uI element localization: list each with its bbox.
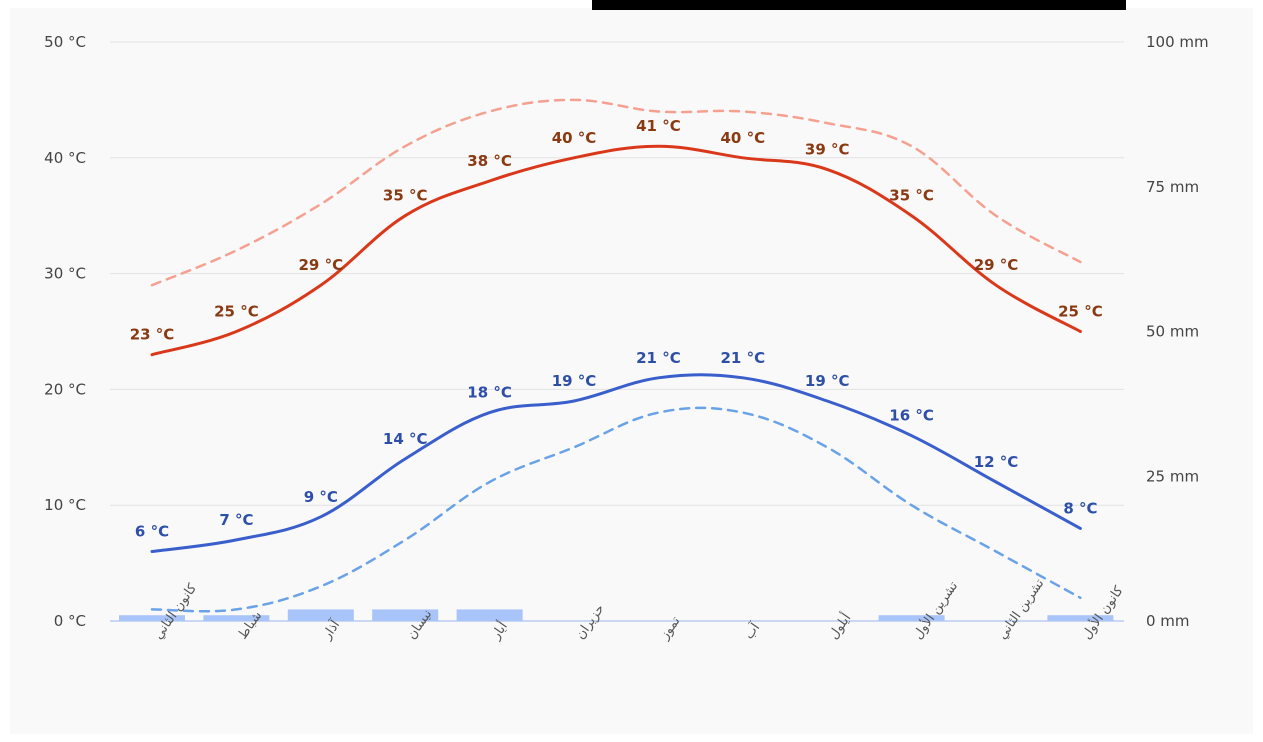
max-temp-label: 29 °C bbox=[974, 256, 1019, 274]
max-temp-label: 25 °C bbox=[1058, 303, 1103, 321]
precipitation-bar bbox=[203, 615, 270, 621]
precipitation-bar bbox=[878, 615, 945, 621]
left-tick-label: 20 °C bbox=[44, 380, 86, 398]
min-temp-label: 18 °C bbox=[467, 384, 512, 402]
min-temp-label: 16 °C bbox=[889, 407, 934, 425]
min-temp-label: 12 °C bbox=[974, 453, 1019, 471]
min-temp-label: 6 °C bbox=[135, 523, 169, 541]
right-axis-precipitation: 0 mm 25 mm 50 mm 75 mm 100 mm bbox=[1146, 33, 1209, 630]
month-label: آب bbox=[740, 618, 764, 642]
max-temp-label: 40 °C bbox=[552, 129, 597, 147]
precipitation-bar bbox=[1047, 615, 1114, 621]
precipitation-bar bbox=[456, 609, 523, 621]
left-tick-label: 50 °C bbox=[44, 33, 86, 51]
header-bar bbox=[592, 0, 1126, 8]
max-temp-label: 41 °C bbox=[636, 117, 681, 135]
month-label: أيلول bbox=[825, 610, 855, 642]
left-tick-label: 30 °C bbox=[44, 265, 86, 283]
left-tick-label: 10 °C bbox=[44, 496, 86, 514]
month-label: تشرين الأول bbox=[909, 578, 961, 643]
max-temp-label: 25 °C bbox=[214, 303, 259, 321]
month-label: كانون الأول bbox=[1078, 582, 1127, 642]
temperature-lines bbox=[150, 98, 1082, 613]
min-temp-label: 9 °C bbox=[304, 488, 338, 506]
month-label: شباط bbox=[235, 608, 265, 642]
data-labels: 23 °C 25 °C 29 °C 35 °C 38 °C 40 °C 41 °C 40 °C… bbox=[130, 117, 1103, 540]
left-tick-label: 0 °C bbox=[54, 612, 86, 630]
right-tick-label: 100 mm bbox=[1146, 33, 1209, 51]
chart-panel bbox=[10, 8, 1253, 734]
precipitation-bar bbox=[372, 609, 439, 621]
month-label: تموز bbox=[657, 614, 684, 643]
avg-min-line bbox=[150, 373, 1082, 554]
max-temp-label: 39 °C bbox=[805, 140, 850, 158]
right-tick-label: 75 mm bbox=[1146, 178, 1199, 196]
right-tick-label: 25 mm bbox=[1146, 467, 1199, 485]
precipitation-bars bbox=[119, 609, 1114, 621]
month-label: تشرين الثاني bbox=[995, 576, 1048, 642]
max-temp-label: 23 °C bbox=[130, 326, 175, 344]
min-temp-label: 19 °C bbox=[805, 372, 850, 390]
left-tick-label: 40 °C bbox=[44, 149, 86, 167]
left-axis-temperature: 0 °C 10 °C 20 °C 30 °C 40 °C 50 °C bbox=[44, 33, 86, 630]
record-max-line bbox=[150, 98, 1082, 287]
min-temp-label: 8 °C bbox=[1063, 499, 1097, 517]
max-temp-label: 35 °C bbox=[889, 187, 934, 205]
record-min-line bbox=[150, 406, 1082, 613]
min-temp-label: 14 °C bbox=[383, 430, 428, 448]
max-temp-label: 40 °C bbox=[720, 129, 765, 147]
precipitation-bar bbox=[119, 615, 185, 621]
max-temp-label: 29 °C bbox=[298, 256, 343, 274]
min-temp-label: 21 °C bbox=[636, 349, 681, 367]
avg-max-line bbox=[150, 144, 1082, 357]
right-tick-label: 0 mm bbox=[1146, 612, 1190, 630]
right-tick-label: 50 mm bbox=[1146, 323, 1199, 341]
max-temp-label: 35 °C bbox=[383, 187, 428, 205]
header-rule bbox=[592, 8, 1126, 10]
max-temp-label: 38 °C bbox=[467, 152, 512, 170]
min-temp-label: 21 °C bbox=[720, 349, 765, 367]
min-temp-label: 7 °C bbox=[219, 511, 253, 529]
precipitation-bar bbox=[287, 609, 354, 621]
min-temp-label: 19 °C bbox=[552, 372, 597, 390]
